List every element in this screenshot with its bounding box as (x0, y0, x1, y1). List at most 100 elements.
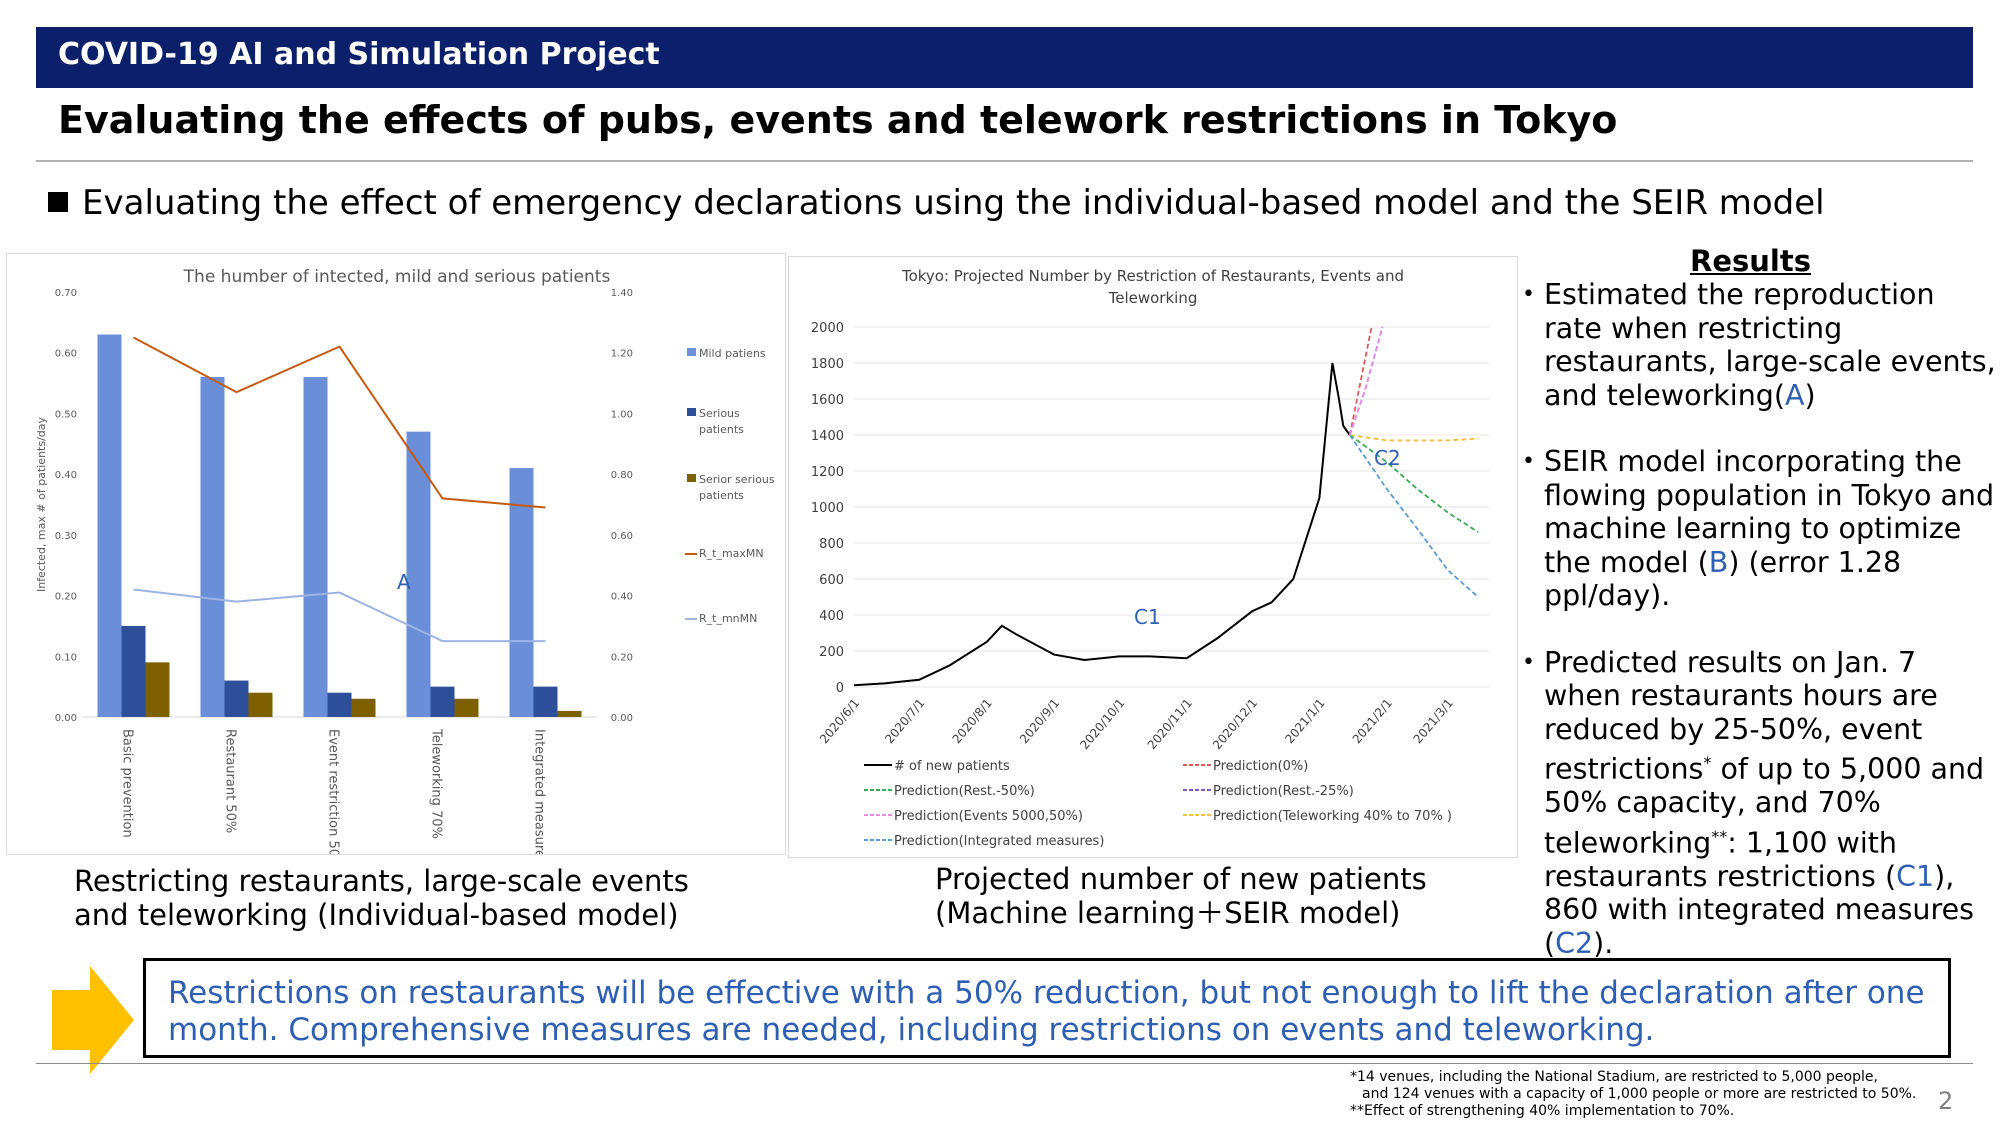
y-tick-label: 1800 (811, 357, 844, 372)
bar (406, 431, 431, 717)
bar (200, 377, 225, 717)
category-label: Basic prevention (120, 729, 135, 838)
result2-text: SEIR model incorporating the flowing pop… (1544, 445, 1995, 579)
x-tick-label: 2020/9/1 (1017, 696, 1062, 746)
x-tick-label: 2021/1/1 (1282, 696, 1327, 746)
result2-ref: B (1708, 545, 1729, 579)
bar-chart-panel: The humber of intected, mild and serious… (6, 253, 786, 911)
page-number: 2 (1938, 1087, 1954, 1115)
y-tick-label: 2000 (811, 321, 844, 336)
bar (97, 334, 122, 717)
y-tick-label: 0.50 (55, 409, 77, 420)
category-label: Event restriction 5000, 50% (326, 729, 341, 854)
series-line (1349, 434, 1479, 533)
footnote-1: *14 venues, including the National Stadi… (1350, 1069, 1878, 1085)
patients-bar-chart: The humber of intected, mild and serious… (35, 267, 775, 911)
results-heading: Results (1690, 244, 1811, 278)
legend-label: patients (699, 423, 744, 436)
y-tick-label: 800 (819, 537, 844, 552)
legend-label: Prediction(Teleworking 40% to 70% ) (1213, 809, 1452, 824)
left-chart-caption: Restricting restaurants, large-scale eve… (74, 864, 689, 932)
y-tick-label: 200 (819, 645, 844, 660)
projection-line-chart: Tokyo: Projected Number by Restriction o… (811, 267, 1489, 849)
chart-title: The humber of intected, mild and serious… (183, 267, 611, 287)
bar (303, 377, 328, 717)
y-tick-label: 0 (836, 681, 844, 696)
annotation-b: C1 (1134, 605, 1161, 629)
conclusion-text: Restrictions on restaurants will be effe… (168, 975, 1925, 1048)
y-tick-label: 0.10 (55, 652, 77, 663)
series-line (1348, 326, 1373, 436)
right-caption-line2: (Machine learning＋SEIR model) (935, 896, 1401, 930)
category-label: Restaurant 50% (223, 729, 238, 833)
slide-title: Evaluating the effects of pubs, events a… (58, 98, 1618, 142)
y-tick-label: 0.70 (55, 288, 77, 299)
series-line (1349, 434, 1479, 442)
bar (145, 662, 170, 717)
bar (121, 625, 146, 717)
title-divider (36, 160, 1973, 162)
footnote-2: and 124 venues with a capacity of 1,000 … (1362, 1086, 1917, 1102)
y2-tick-label: 0.00 (611, 713, 633, 724)
annotation-a: A (397, 570, 411, 594)
y-tick-label: 1200 (811, 465, 844, 480)
bar (351, 698, 376, 717)
bar (454, 698, 479, 717)
x-tick-label: 2021/3/1 (1411, 696, 1456, 746)
legend-label: Prediction(Events 5000,50%) (894, 809, 1083, 824)
series-line (1348, 326, 1384, 436)
chart-title-line2: Teleworking (1108, 289, 1198, 307)
annotation-c1: C2 (1374, 446, 1401, 470)
result-item-predicted: Predicted results on Jan. 7 when restaur… (1522, 646, 1998, 961)
result-item-seir: SEIR model incorporating the flowing pop… (1522, 445, 1998, 613)
subheading: Evaluating the effect of emergency decla… (48, 183, 1825, 223)
legend-label: R_t_mnMN (699, 612, 757, 625)
y-tick-label: 0.30 (55, 531, 77, 542)
right-chart-caption: Projected number of new patients (Machin… (935, 862, 1427, 930)
x-tick-label: 2020/7/1 (882, 696, 927, 746)
legend-label: patients (699, 489, 744, 502)
y2-tick-label: 0.40 (611, 592, 633, 603)
bar (248, 692, 273, 717)
result3-text3: : 1,100 with restaurants restrictions ( (1544, 826, 1897, 893)
result3-text2: of up to 5,000 and 50% capacity, and 70%… (1544, 752, 1985, 860)
y-tick-label: 1600 (811, 393, 844, 408)
legend-label: Prediction(Rest.-50%) (894, 784, 1035, 799)
legend-swatch (687, 348, 696, 356)
x-tick-label: 2020/6/1 (817, 696, 862, 746)
legend-swatch (687, 474, 696, 482)
legend-label: Serior serious (699, 473, 775, 486)
legend-label: Serious (699, 407, 740, 420)
y2-tick-label: 1.40 (611, 288, 633, 299)
category-label: Integrated measures (532, 729, 547, 854)
legend-label: R_t_maxMN (699, 547, 764, 560)
y-tick-label: 0.00 (55, 713, 77, 724)
series-line (133, 336, 546, 509)
y-tick-label: 0.60 (55, 349, 77, 360)
series-line (853, 362, 1351, 687)
result3-text: Predicted results on Jan. 7 when restaur… (1544, 645, 1938, 786)
x-tick-label: 2020/10/1 (1077, 696, 1127, 752)
result-item-reproduction: Estimated the reproduction rate when res… (1522, 278, 1998, 412)
footer-divider (36, 1063, 1973, 1064)
y-tick-label: 1400 (811, 429, 844, 444)
result3-sup1: * (1703, 753, 1712, 772)
bar (509, 468, 534, 717)
bar (557, 710, 582, 717)
result3-sup2: ** (1711, 826, 1728, 846)
x-tick-label: 2020/8/1 (950, 696, 995, 746)
x-tick-label: 2021/2/1 (1350, 696, 1395, 746)
y-tick-label: 0.20 (55, 592, 77, 603)
result1-ref: A (1785, 378, 1805, 412)
y2-tick-label: 0.60 (611, 531, 633, 542)
square-bullet-icon (48, 192, 68, 212)
x-tick-label: 2020/11/1 (1145, 696, 1195, 752)
y2-tick-label: 1.20 (611, 349, 633, 360)
x-tick-label: 2020/12/1 (1210, 696, 1260, 752)
results-panel: Results Estimated the reproduction rate … (1522, 244, 1998, 993)
result1-text: Estimated the reproduction rate when res… (1544, 278, 1996, 412)
y2-tick-label: 0.80 (611, 470, 633, 481)
legend-swatch (687, 408, 696, 416)
result3-text5: ). (1593, 926, 1614, 960)
right-caption-line1: Projected number of new patients (935, 862, 1427, 896)
